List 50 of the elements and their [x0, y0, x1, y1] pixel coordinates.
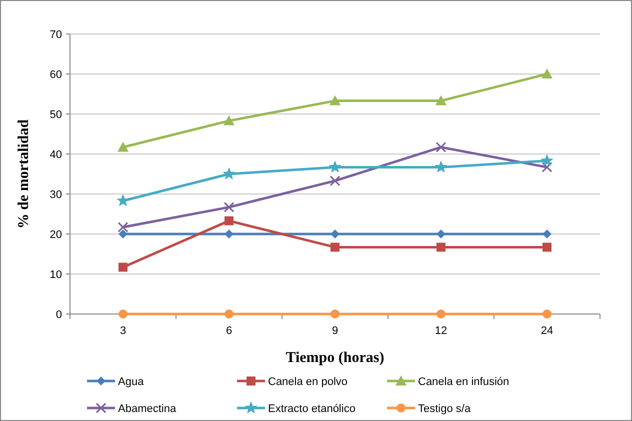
point	[328, 160, 342, 172]
point	[330, 176, 340, 186]
y-axis-title: % de mortalidad	[16, 118, 32, 229]
legend-label: Abamectina	[118, 402, 177, 415]
point	[222, 168, 236, 180]
point	[118, 230, 128, 238]
point	[540, 154, 554, 166]
point	[330, 242, 340, 252]
point	[224, 310, 234, 318]
x-tick-label: 3	[120, 325, 126, 337]
point	[330, 310, 340, 318]
point	[542, 242, 552, 252]
point	[542, 230, 552, 238]
x-tick-label: 12	[434, 325, 448, 337]
point	[224, 202, 234, 212]
point	[330, 95, 340, 106]
y-tick-label: 50	[50, 108, 62, 121]
y-tick-label: 20	[50, 228, 62, 241]
legend-label: Agua	[118, 376, 145, 388]
point	[542, 162, 552, 172]
point	[542, 310, 552, 318]
point	[118, 142, 128, 152]
point	[434, 160, 448, 172]
legend-label: Canela en polvo	[268, 376, 348, 388]
point	[118, 222, 128, 232]
y-tick-label: 70	[50, 28, 62, 41]
legend-label: Canela en infusión	[418, 376, 510, 388]
point	[436, 230, 446, 238]
point	[224, 115, 234, 126]
y-tick-label: 40	[50, 148, 62, 161]
x-tick-label: 24	[540, 325, 554, 337]
y-tick-label: 30	[50, 188, 62, 201]
point	[118, 310, 128, 318]
point	[330, 230, 340, 238]
x-axis-title: Tiempo (horas)	[286, 350, 384, 366]
point	[436, 242, 446, 252]
point	[436, 310, 446, 318]
point	[542, 68, 552, 78]
y-tick-label: 0	[56, 308, 62, 321]
y-tick-label: 60	[50, 68, 62, 81]
point	[436, 142, 446, 152]
x-tick-label: 9	[332, 325, 338, 337]
point	[224, 216, 234, 226]
legend-label: Extracto etanólico	[268, 402, 356, 415]
point	[436, 95, 446, 106]
y-tick-label: 10	[50, 268, 62, 281]
x-tick-label: 6	[226, 325, 232, 337]
legend-label: Testigo s/a	[418, 402, 472, 415]
point	[118, 262, 128, 272]
point	[224, 230, 234, 238]
